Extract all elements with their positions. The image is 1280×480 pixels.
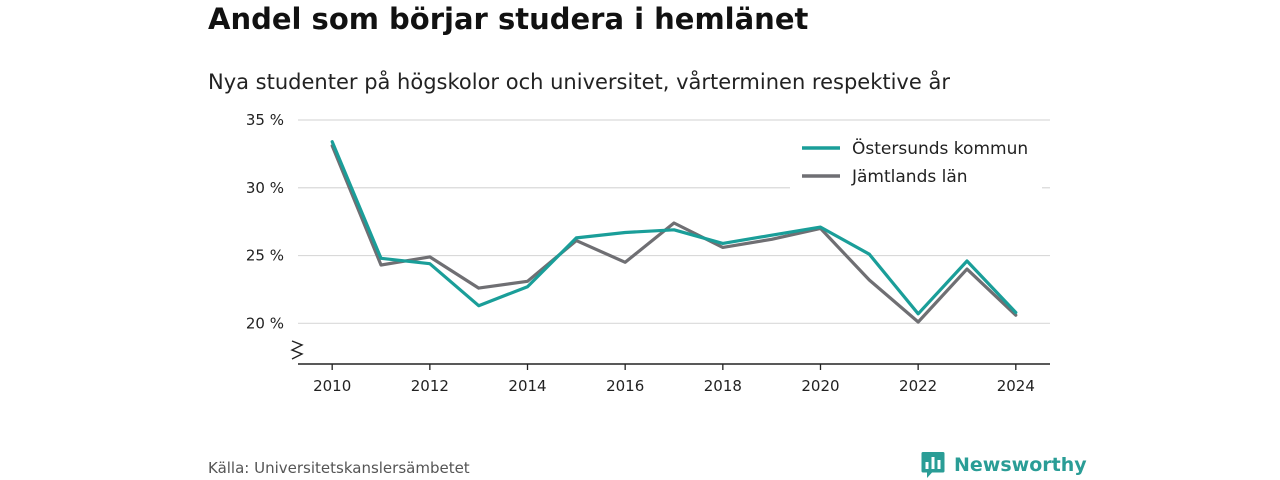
legend: Östersunds kommun Jämtlands län xyxy=(790,130,1042,194)
y-tick-label: 35 % xyxy=(246,111,284,129)
x-tick-label: 2022 xyxy=(899,377,937,395)
x-tick-label: 2018 xyxy=(704,377,742,395)
x-axis xyxy=(290,340,1050,365)
x-tick-label: 2016 xyxy=(606,377,644,395)
source-note: Källa: Universitetskanslersämbetet xyxy=(208,459,470,477)
y-tick-label: 25 % xyxy=(246,247,284,265)
legend-background xyxy=(790,130,1042,194)
series-lines xyxy=(330,140,1018,324)
zigzag-axis-break-icon xyxy=(290,340,304,360)
x-tick-labels: 2010 2012 2014 2016 2018 2020 2022 2024 xyxy=(313,364,1035,395)
x-tick-label: 2020 xyxy=(801,377,839,395)
x-tick-label: 2014 xyxy=(508,377,546,395)
chart-subtitle: Nya studenter på högskolor och universit… xyxy=(208,70,950,94)
y-tick-labels: 20 % 25 % 30 % 35 % xyxy=(246,111,284,332)
chart-title: Andel som börjar studera i hemlänet xyxy=(208,2,809,36)
x-tick-label: 2024 xyxy=(997,377,1035,395)
y-tick-label: 20 % xyxy=(246,314,284,332)
legend-label: Jämtlands län xyxy=(851,167,968,187)
x-tick-label: 2012 xyxy=(411,377,449,395)
legend-label: Östersunds kommun xyxy=(852,137,1028,159)
brand-logo[interactable]: Newsworthy xyxy=(921,450,1087,480)
bar-chart-speech-bubble-icon xyxy=(921,452,945,478)
x-tick-label: 2010 xyxy=(313,377,351,395)
series-line xyxy=(330,144,1018,324)
brand-name: Newsworthy xyxy=(954,454,1087,476)
y-tick-label: 30 % xyxy=(246,179,284,197)
series-line xyxy=(330,140,1018,316)
